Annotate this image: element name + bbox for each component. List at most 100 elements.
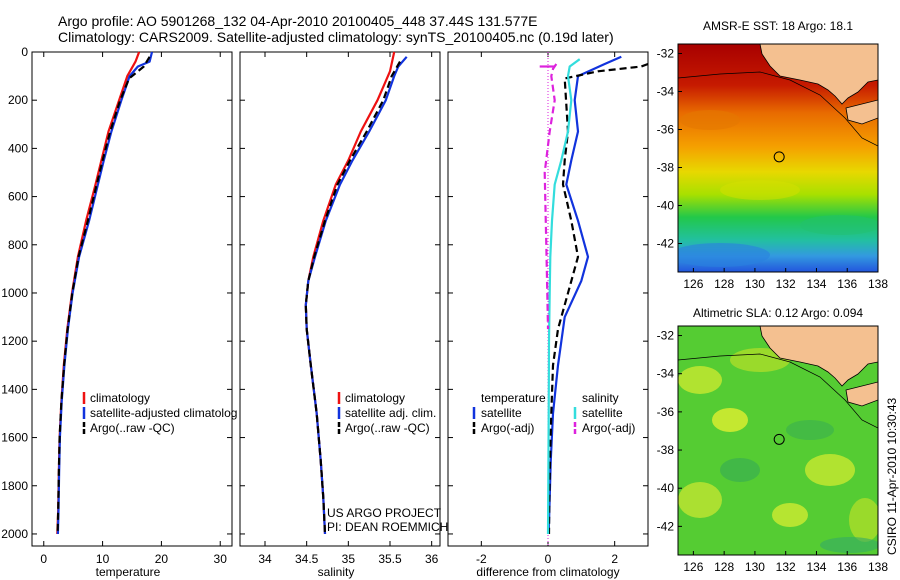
legend-salinity-title: salinity [582, 391, 619, 405]
temperature-series-satellite-adjusted-climatolog [56, 51, 154, 535]
temperature-plot: 0 10 20 30 0 200 400 600 800 1000 1200 1400 1600 1800… [1, 45, 232, 566]
sst-ytick-label: -42 [657, 237, 675, 251]
sla-ytick-label: -40 [657, 481, 675, 495]
sst-contour [678, 71, 878, 147]
sst-ytick-label: -40 [657, 199, 675, 213]
sla-map-title: Altimetric SLA: 0.12 Argo: 0.094 [693, 306, 863, 320]
sst-xtick-label: 136 [837, 277, 857, 291]
temperature-ytick-label: 1000 [1, 286, 28, 300]
sst-xtick-label: 134 [806, 277, 826, 291]
sla-patch [712, 408, 748, 432]
sla-land [759, 326, 878, 387]
sla-patch [730, 348, 790, 372]
sla-xtick-label: 134 [806, 560, 826, 574]
sla-patch [786, 420, 834, 440]
sst-patch [678, 243, 770, 267]
salinity-series-argo-raw-qc- [304, 61, 401, 535]
sst-ytick-label: -34 [657, 85, 675, 99]
sst-map-ticks: 126 128 130 132 134 136 138 -32 -34 -36 -38 -40 -42 [657, 47, 889, 292]
legend-label: satellite [481, 406, 522, 420]
sst-xtick-label: 130 [745, 277, 765, 291]
sla-patch [678, 482, 722, 518]
sla-patch [720, 458, 760, 482]
sst-patch [720, 180, 800, 200]
sst-patch [800, 215, 878, 235]
temperature-ytick-label: 1800 [1, 479, 28, 493]
sla-patch [678, 366, 722, 394]
salinity-series-climatology [304, 51, 396, 535]
sla-argo-marker [773, 433, 785, 445]
difference-xtick-label: -2 [476, 552, 487, 566]
salinity-plot: 34 34.5 35 35.5 36 [240, 51, 440, 566]
sla-patch [820, 537, 878, 553]
sla-map-ticks: 126 128 130 132 134 136 138 -32 -34 -36 -38 -40 -42 [657, 329, 889, 574]
sla-ytick-label: -36 [657, 405, 675, 419]
sla-patch [772, 503, 808, 527]
sst-argo-marker [773, 151, 785, 163]
sla-xtick-label: 126 [683, 560, 703, 574]
temperature-legend: climatology satellite-adjusted climatolo… [82, 391, 237, 435]
sla-xtick-label: 136 [837, 560, 857, 574]
legend-label: Argo(..raw -QC) [345, 421, 430, 435]
legend-label: climatology [345, 391, 405, 405]
temperature-ytick-label: 1600 [1, 431, 28, 445]
temperature-ytick-label: 200 [8, 93, 28, 107]
sla-ytick-label: -32 [657, 329, 675, 343]
difference-series-argo-adj- [547, 62, 649, 535]
credit-line2: PI: DEAN ROEMMICH [327, 520, 448, 534]
legend-label: satellite [582, 406, 623, 420]
salinity-xtick-label: 36 [425, 552, 439, 566]
sst-map-frame [677, 43, 879, 273]
salinity-xtick-label: 35.5 [378, 552, 402, 566]
salinity-xtick-label: 34.5 [295, 552, 319, 566]
temperature-axes [31, 51, 233, 547]
sla-xtick-label: 138 [868, 560, 888, 574]
sla-xtick-label: 128 [714, 560, 734, 574]
sla-contour [678, 353, 878, 429]
temperature-xtick-label: 30 [214, 552, 228, 566]
sla-map-frame [677, 325, 879, 556]
temperature-ytick-label: 400 [8, 141, 28, 155]
temperature-ytick-label: 2000 [1, 527, 28, 541]
legend-label: climatology [90, 391, 150, 405]
sla-ytick-label: -42 [657, 519, 675, 533]
legend-label: Argo(..raw -QC) [90, 421, 175, 435]
legend-label: Argo(-adj) [481, 421, 534, 435]
temperature-ytick-label: 600 [8, 190, 28, 204]
sla-patch [805, 454, 855, 486]
difference-plot: -2 0 2 [448, 51, 649, 566]
sla-xtick-label: 132 [776, 560, 796, 574]
temperature-xlabel: temperature [96, 565, 161, 579]
difference-xlabel: difference from climatology [476, 565, 619, 579]
sla-land [845, 381, 878, 407]
header-line1: Argo profile: AO 5901268_132 04-Apr-2010… [58, 13, 538, 29]
side-timestamp: CSIRO 11-Apr-2010 10:30:43 [885, 397, 899, 555]
sst-xtick-label: 128 [714, 277, 734, 291]
sst-land [759, 44, 878, 105]
sst-ytick-label: -32 [657, 47, 675, 61]
sst-ytick-label: -36 [657, 123, 675, 137]
difference-series-satellite [546, 58, 581, 535]
sla-patch [849, 498, 878, 542]
temperature-ytick-label: 800 [8, 238, 28, 252]
sst-land [845, 99, 878, 125]
temperature-series-argo-raw-qc- [56, 56, 151, 535]
legend-temperature-title: temperature [481, 391, 546, 405]
sst-map [678, 44, 878, 272]
sst-xtick-label: 138 [868, 277, 888, 291]
sst-ytick-label: -38 [657, 161, 675, 175]
difference-series-satellite [547, 55, 622, 535]
legend-label: Argo(-adj) [582, 421, 635, 435]
legend-label: satellite-adjusted climatolog [90, 406, 237, 420]
difference-legend: temperature salinity satellite Argo(-adj… [472, 391, 635, 435]
temperature-ytick-label: 1400 [1, 382, 28, 396]
sla-xtick-label: 130 [745, 560, 765, 574]
sst-xtick-label: 132 [776, 277, 796, 291]
temperature-ytick-label: 0 [21, 45, 28, 59]
difference-xtick-label: 2 [611, 552, 618, 566]
sla-ytick-label: -38 [657, 443, 675, 457]
credit-line1: US ARGO PROJECT [327, 506, 442, 520]
salinity-legend: climatology satellite adj. clim. Argo(..… [337, 391, 436, 435]
sst-patch [680, 110, 740, 130]
